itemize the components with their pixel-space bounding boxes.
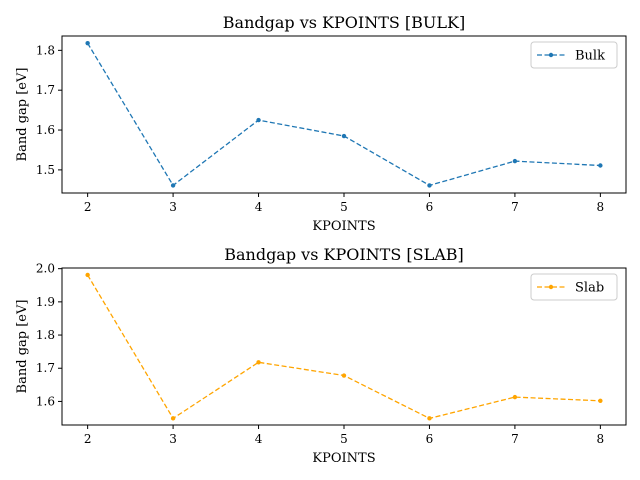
slab-data-point bbox=[598, 398, 603, 403]
bulk-data-point bbox=[170, 183, 176, 188]
slab-data-point bbox=[85, 272, 90, 278]
slab-x-tick-label: 7 bbox=[511, 432, 519, 446]
bulk-data-point bbox=[256, 117, 261, 123]
bulk-x-tick-label: 7 bbox=[511, 200, 519, 214]
slab-data-point bbox=[341, 373, 347, 378]
bulk-y-tick-label: 1.6 bbox=[36, 123, 55, 137]
bulk-axes-frame bbox=[61, 35, 627, 194]
bulk-data-point bbox=[341, 133, 347, 139]
slab-data-point bbox=[170, 416, 176, 421]
bulk-y-tick-label: 1.7 bbox=[36, 83, 55, 97]
bulk-x-tick-label: 6 bbox=[426, 200, 434, 214]
bulk-x-tick-label: 8 bbox=[597, 200, 605, 214]
bulk-panel: Bandgap vs KPOINTS [BULK] 2 3 4 5 6 7 8 1.5 1.6 1.… bbox=[15, 13, 627, 234]
slab-data-point bbox=[256, 360, 261, 365]
slab-chart-title: Bandgap vs KPOINTS [SLAB] bbox=[224, 245, 464, 264]
slab-y-axis-label: Band gap [eV] bbox=[15, 300, 30, 394]
bulk-series-line bbox=[87, 42, 601, 187]
slab-legend-label: Slab bbox=[575, 281, 604, 296]
slab-x-tick-label: 2 bbox=[84, 432, 92, 446]
bulk-legend-box bbox=[530, 41, 618, 69]
bulk-y-tick-label: 1.5 bbox=[36, 163, 55, 177]
slab-x-tick-label: 5 bbox=[340, 432, 348, 446]
slab-y-tick-label: 1.8 bbox=[36, 328, 55, 342]
slab-x-tick-label: 4 bbox=[255, 432, 263, 446]
slab-series-line bbox=[87, 274, 601, 420]
bulk-data-point bbox=[427, 183, 432, 188]
slab-y-tick-label: 2.0 bbox=[36, 262, 55, 276]
bulk-data-point bbox=[512, 158, 518, 164]
bulk-legend-marker bbox=[548, 52, 554, 58]
slab-x-tick-label: 8 bbox=[597, 432, 605, 446]
slab-axes-frame bbox=[61, 267, 627, 426]
slab-y-tick-label: 1.7 bbox=[36, 361, 55, 375]
bulk-y-tick-label: 1.8 bbox=[36, 43, 55, 57]
slab-legend-box bbox=[530, 273, 618, 301]
slab-y-tick-label: 1.6 bbox=[36, 394, 55, 408]
slab-x-tick-label: 6 bbox=[426, 432, 434, 446]
slab-y-tick-label: 1.9 bbox=[36, 295, 55, 309]
bulk-x-tick-label: 2 bbox=[84, 200, 92, 214]
slab-legend: Slab bbox=[530, 273, 618, 301]
slab-data-point bbox=[512, 394, 518, 400]
bulk-legend: Bulk bbox=[530, 41, 618, 69]
bulk-data-point bbox=[598, 163, 603, 168]
bulk-legend-label: Bulk bbox=[575, 49, 605, 64]
slab-x-tick-label: 3 bbox=[169, 432, 177, 446]
slab-panel: Bandgap vs KPOINTS [SLAB] 2 3 4 5 6 7 8 1.6 1.7 1.… bbox=[15, 245, 627, 466]
bulk-x-axis-label: KPOINTS bbox=[312, 219, 375, 234]
slab-x-axis-label: KPOINTS bbox=[312, 451, 375, 466]
bulk-x-tick-label: 3 bbox=[169, 200, 177, 214]
bulk-y-axis-label: Band gap [eV] bbox=[15, 68, 30, 162]
bulk-chart-title: Bandgap vs KPOINTS [BULK] bbox=[223, 13, 465, 32]
slab-legend-marker bbox=[548, 284, 554, 290]
slab-data-point bbox=[427, 416, 432, 421]
bulk-x-tick-label: 5 bbox=[340, 200, 348, 214]
bulk-data-point bbox=[85, 40, 90, 46]
bulk-x-tick-label: 4 bbox=[255, 200, 263, 214]
